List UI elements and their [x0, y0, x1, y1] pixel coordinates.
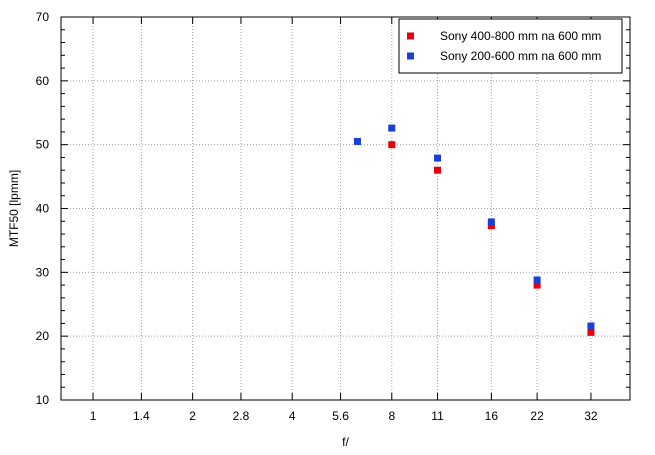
- x-tick-label: 16: [485, 409, 499, 423]
- x-tick-label: 8: [388, 409, 395, 423]
- x-tick-label: 32: [584, 409, 598, 423]
- data-point: [587, 328, 595, 336]
- legend-label: Sony 400-800 mm na 600 mm: [440, 29, 601, 43]
- y-tick-label: 50: [36, 138, 50, 152]
- grid-lines: [61, 17, 630, 400]
- y-tick-label: 20: [36, 329, 50, 343]
- data-point: [487, 222, 495, 230]
- y-axis-label: MTF50 [lpmm]: [7, 170, 21, 247]
- y-tick-label: 70: [36, 10, 50, 24]
- y-axis: 10 20 30 40 50 60 70: [36, 10, 630, 407]
- x-axis-label: f/: [342, 435, 349, 449]
- x-tick-label: 22: [530, 409, 544, 423]
- data-point: [533, 281, 541, 289]
- x-tick-label: 2.8: [233, 409, 250, 423]
- data-point: [434, 154, 442, 162]
- data-point: [533, 276, 541, 284]
- data-point: [487, 218, 495, 226]
- y-tick-label: 40: [36, 202, 50, 216]
- data-point: [353, 137, 361, 145]
- x-tick-label: 1: [90, 409, 97, 423]
- legend-swatch: [407, 32, 414, 40]
- legend-label: Sony 200-600 mm na 600 mm: [440, 49, 601, 63]
- data-point: [434, 166, 442, 174]
- data-point: [388, 124, 396, 132]
- x-tick-label: 1.4: [133, 409, 150, 423]
- data-point: [587, 322, 595, 330]
- legend-swatch: [407, 52, 414, 60]
- data-point: [388, 141, 396, 149]
- y-tick-label: 60: [36, 74, 50, 88]
- x-tick-label: 11: [431, 409, 444, 423]
- legend: Sony 400-800 mm na 600 mm Sony 200-600 m…: [398, 18, 623, 74]
- x-tick-label: 2: [189, 409, 196, 423]
- x-tick-label: 4: [289, 409, 296, 423]
- y-tick-label: 30: [36, 265, 50, 279]
- legend-box: [398, 18, 623, 74]
- y-tick-label: 10: [36, 393, 50, 407]
- x-axis: 1 1.4 2 2.8 4 5.6 8 11 16 22 32: [90, 17, 598, 423]
- data-points: [353, 124, 595, 336]
- x-tick-label: 5.6: [332, 409, 349, 423]
